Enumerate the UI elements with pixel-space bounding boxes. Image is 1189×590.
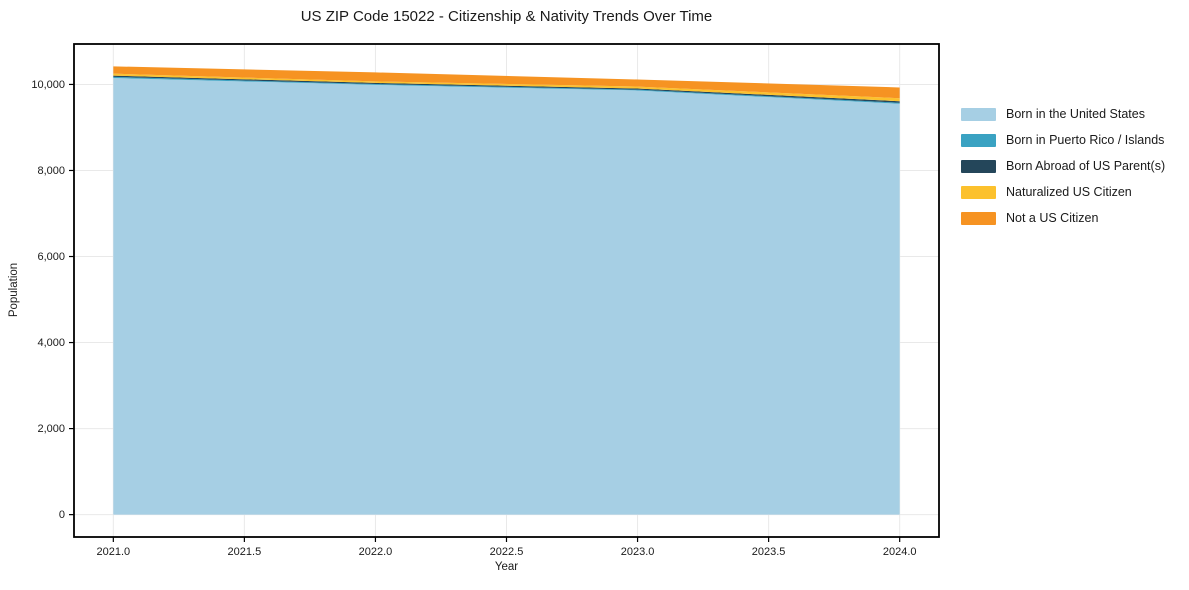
- legend-row: Not a US Citizen: [961, 205, 1165, 231]
- x-tick-label: 2024.0: [883, 546, 917, 558]
- legend-label: Born in the United States: [1006, 107, 1145, 121]
- y-tick-label: 4,000: [37, 337, 65, 349]
- x-tick-label: 2021.0: [96, 546, 130, 558]
- area-series: [113, 66, 900, 99]
- legend-swatch: [961, 211, 996, 225]
- legend-label: Not a US Citizen: [1006, 211, 1099, 225]
- legend-label: Born in Puerto Rico / Islands: [1006, 133, 1165, 147]
- x-tick-label: 2022.0: [359, 546, 393, 558]
- legend-row: Born Abroad of US Parent(s): [961, 153, 1165, 179]
- x-tick-label: 2022.5: [490, 546, 524, 558]
- y-tick-label: 2,000: [37, 423, 65, 435]
- legend-swatch: [961, 159, 996, 173]
- legend-row: Born in the United States: [961, 101, 1165, 127]
- x-tick-label: 2021.5: [228, 546, 262, 558]
- x-tick-label: 2023.0: [621, 546, 655, 558]
- area-series: [113, 73, 900, 102]
- area-series: [113, 77, 900, 515]
- legend-row: Naturalized US Citizen: [961, 179, 1165, 205]
- x-axis-label: Year: [494, 561, 519, 573]
- y-tick-label: 0: [59, 509, 65, 521]
- y-tick-label: 6,000: [37, 251, 65, 263]
- legend-swatch: [961, 107, 996, 121]
- y-tick-label: 10,000: [31, 79, 65, 91]
- stacked-areas: [113, 66, 900, 515]
- x-tick-label: 2023.5: [752, 546, 786, 558]
- legend-label: Born Abroad of US Parent(s): [1006, 159, 1166, 173]
- area-series: [113, 75, 900, 103]
- y-axis-label-text: Population: [8, 262, 20, 318]
- legend: Born in the United States Born in Puerto …: [961, 101, 1165, 231]
- area-series: [113, 76, 900, 104]
- chart-title: US ZIP Code 15022 - Citizenship & Nativi…: [300, 8, 713, 25]
- legend-swatch: [961, 185, 996, 199]
- y-tick-label: 8,000: [37, 165, 65, 177]
- legend-row: Born in Puerto Rico / Islands: [961, 127, 1165, 153]
- legend-label: Naturalized US Citizen: [1006, 185, 1132, 199]
- tick-labels: 0 2,000 4,000 6,000 8,000 10,000 2021.0 2021.5 2…: [31, 79, 916, 558]
- axis-ticks: [69, 83, 901, 542]
- legend-swatch: [961, 133, 996, 147]
